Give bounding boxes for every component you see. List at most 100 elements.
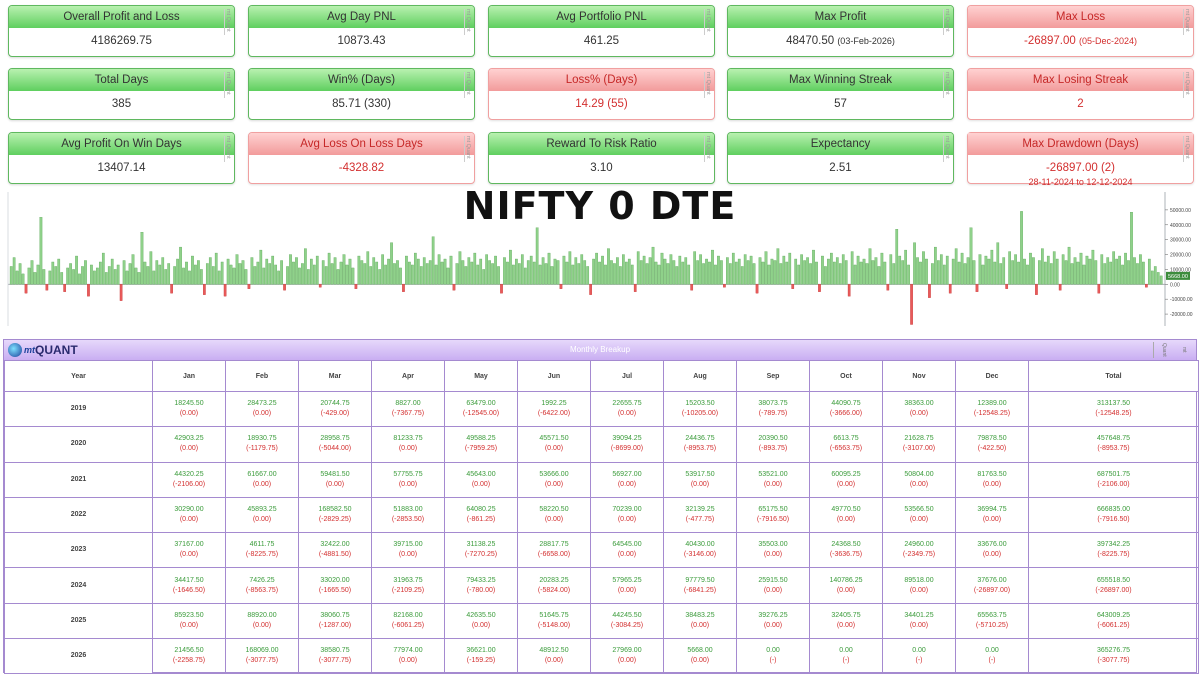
stat-value-text: 2.51 — [829, 162, 852, 174]
profit-bar — [200, 269, 203, 285]
profit-value: 28958.75 — [320, 435, 350, 443]
drawdown-value: (-159.25) — [466, 657, 496, 665]
profit-bar — [696, 260, 699, 285]
profit-bar — [1008, 251, 1012, 285]
profit-bar — [654, 261, 658, 285]
drawdown-value: (0.00) — [909, 516, 929, 524]
profit-bar — [348, 258, 352, 285]
profit-bar — [134, 267, 138, 285]
profit-bar — [84, 260, 87, 285]
last-value-label: 5668.00 — [1168, 274, 1188, 280]
profit-value: 57965.25 — [612, 576, 642, 584]
profit-bar — [541, 257, 545, 285]
profit-bar — [473, 252, 477, 285]
drawdown-value: (0.00) — [836, 516, 856, 524]
profit-bar — [954, 248, 958, 285]
drawdown-value: (-7916.50) — [756, 516, 790, 524]
profit-bar — [48, 270, 52, 285]
profit-bar — [419, 266, 423, 285]
month-cell: 44245.50 (-3084.25) — [590, 602, 664, 640]
profit-bar — [520, 254, 524, 285]
profit-bar — [574, 257, 578, 285]
month-cell: 50804.00 (0.00) — [882, 461, 956, 498]
y-tick-label: 0.00 — [1170, 282, 1180, 288]
profit-bar — [969, 227, 973, 285]
profit-value: 31963.75 — [393, 576, 423, 584]
profit-bar — [244, 269, 248, 285]
profit-bar — [506, 261, 509, 285]
profit-bar — [547, 252, 551, 285]
profit-bar — [728, 263, 732, 285]
profit-bar — [116, 264, 120, 285]
profit-bar — [42, 269, 46, 285]
month-cell: 42635.50 (0.00) — [444, 602, 518, 640]
profit-bar — [101, 252, 105, 285]
profit-bar — [1026, 264, 1029, 285]
profit-bar — [610, 260, 613, 285]
profit-bar — [663, 258, 667, 285]
profit-bar — [197, 260, 200, 285]
profit-bar — [72, 269, 75, 285]
profit-value: 57755.75 — [393, 470, 423, 478]
profit-value: 65563.75 — [977, 611, 1007, 619]
profit-bar — [81, 266, 84, 285]
profit-bar — [434, 264, 438, 285]
profit-bar — [675, 266, 679, 285]
drawdown-value: (-2106.00) — [1097, 480, 1130, 488]
drawdown-value: (0.00) — [836, 621, 856, 629]
month-cell: 89518.00 (0.00) — [882, 567, 956, 604]
loss-bar — [1005, 284, 1009, 289]
profit-bar — [717, 255, 720, 285]
profit-bar — [381, 254, 384, 285]
profit-bar — [535, 227, 539, 285]
profit-bar — [449, 255, 453, 285]
profit-bar — [838, 263, 842, 285]
profit-bar — [298, 267, 301, 285]
profit-bar — [405, 255, 408, 285]
profit-bar — [1055, 258, 1059, 285]
profit-bar — [1082, 264, 1086, 285]
loss-bar — [203, 284, 206, 295]
drawdown-value: (0.00) — [617, 657, 637, 665]
loss-bar — [1058, 284, 1062, 291]
profit-bar — [443, 258, 447, 285]
profit-value: 61667.00 — [247, 470, 277, 478]
profit-bar — [859, 261, 863, 285]
profit-value: 44320.25 — [174, 470, 204, 478]
month-cell: 687501.75 (-2106.00) — [1028, 461, 1199, 498]
drawdown-value: (0.00) — [252, 516, 272, 524]
profit-bar — [503, 257, 506, 285]
profit-bar — [36, 264, 40, 285]
profit-bar — [440, 261, 444, 285]
profit-bar — [467, 257, 471, 285]
month-cell: 18930.75 (-1179.75) — [225, 426, 299, 463]
drawdown-value: (0.00) — [836, 480, 856, 488]
drawdown-value: (0.00) — [982, 516, 1002, 524]
profit-bar — [464, 266, 468, 285]
stat-value-text: -4328.82 — [338, 162, 385, 174]
profit-bar — [913, 242, 916, 285]
watermark: mt Quant — [464, 72, 472, 98]
profit-bar — [538, 264, 542, 285]
profit-value: 397342.25 — [1096, 541, 1131, 549]
profit-bar — [925, 258, 928, 285]
profit-value: 39276.25 — [758, 611, 788, 619]
profit-value: 4611.75 — [249, 541, 275, 549]
profit-bar — [286, 266, 289, 285]
loss-bar — [1035, 284, 1038, 295]
stat-value-text: 85.71 (330) — [332, 98, 391, 110]
profit-bar — [919, 261, 922, 285]
profit-bar — [666, 263, 670, 285]
profit-value: 21628.75 — [904, 435, 934, 443]
profit-bar — [122, 260, 126, 285]
drawdown-value: (0.00) — [909, 621, 929, 629]
profit-bar — [619, 266, 622, 285]
drawdown-value: (0.00) — [325, 480, 345, 488]
drawdown-value: (-5824.00) — [537, 586, 571, 594]
drawdown-value: (0.00) — [909, 586, 929, 594]
profit-bar — [333, 257, 337, 285]
month-cell: 97779.50 (-6841.25) — [663, 567, 737, 604]
drawdown-value: (0.00) — [398, 445, 418, 453]
stat-card: Max Loss -26897.00 (05-Dec-2024) mt Quant — [967, 5, 1194, 57]
profit-bar — [916, 257, 919, 285]
